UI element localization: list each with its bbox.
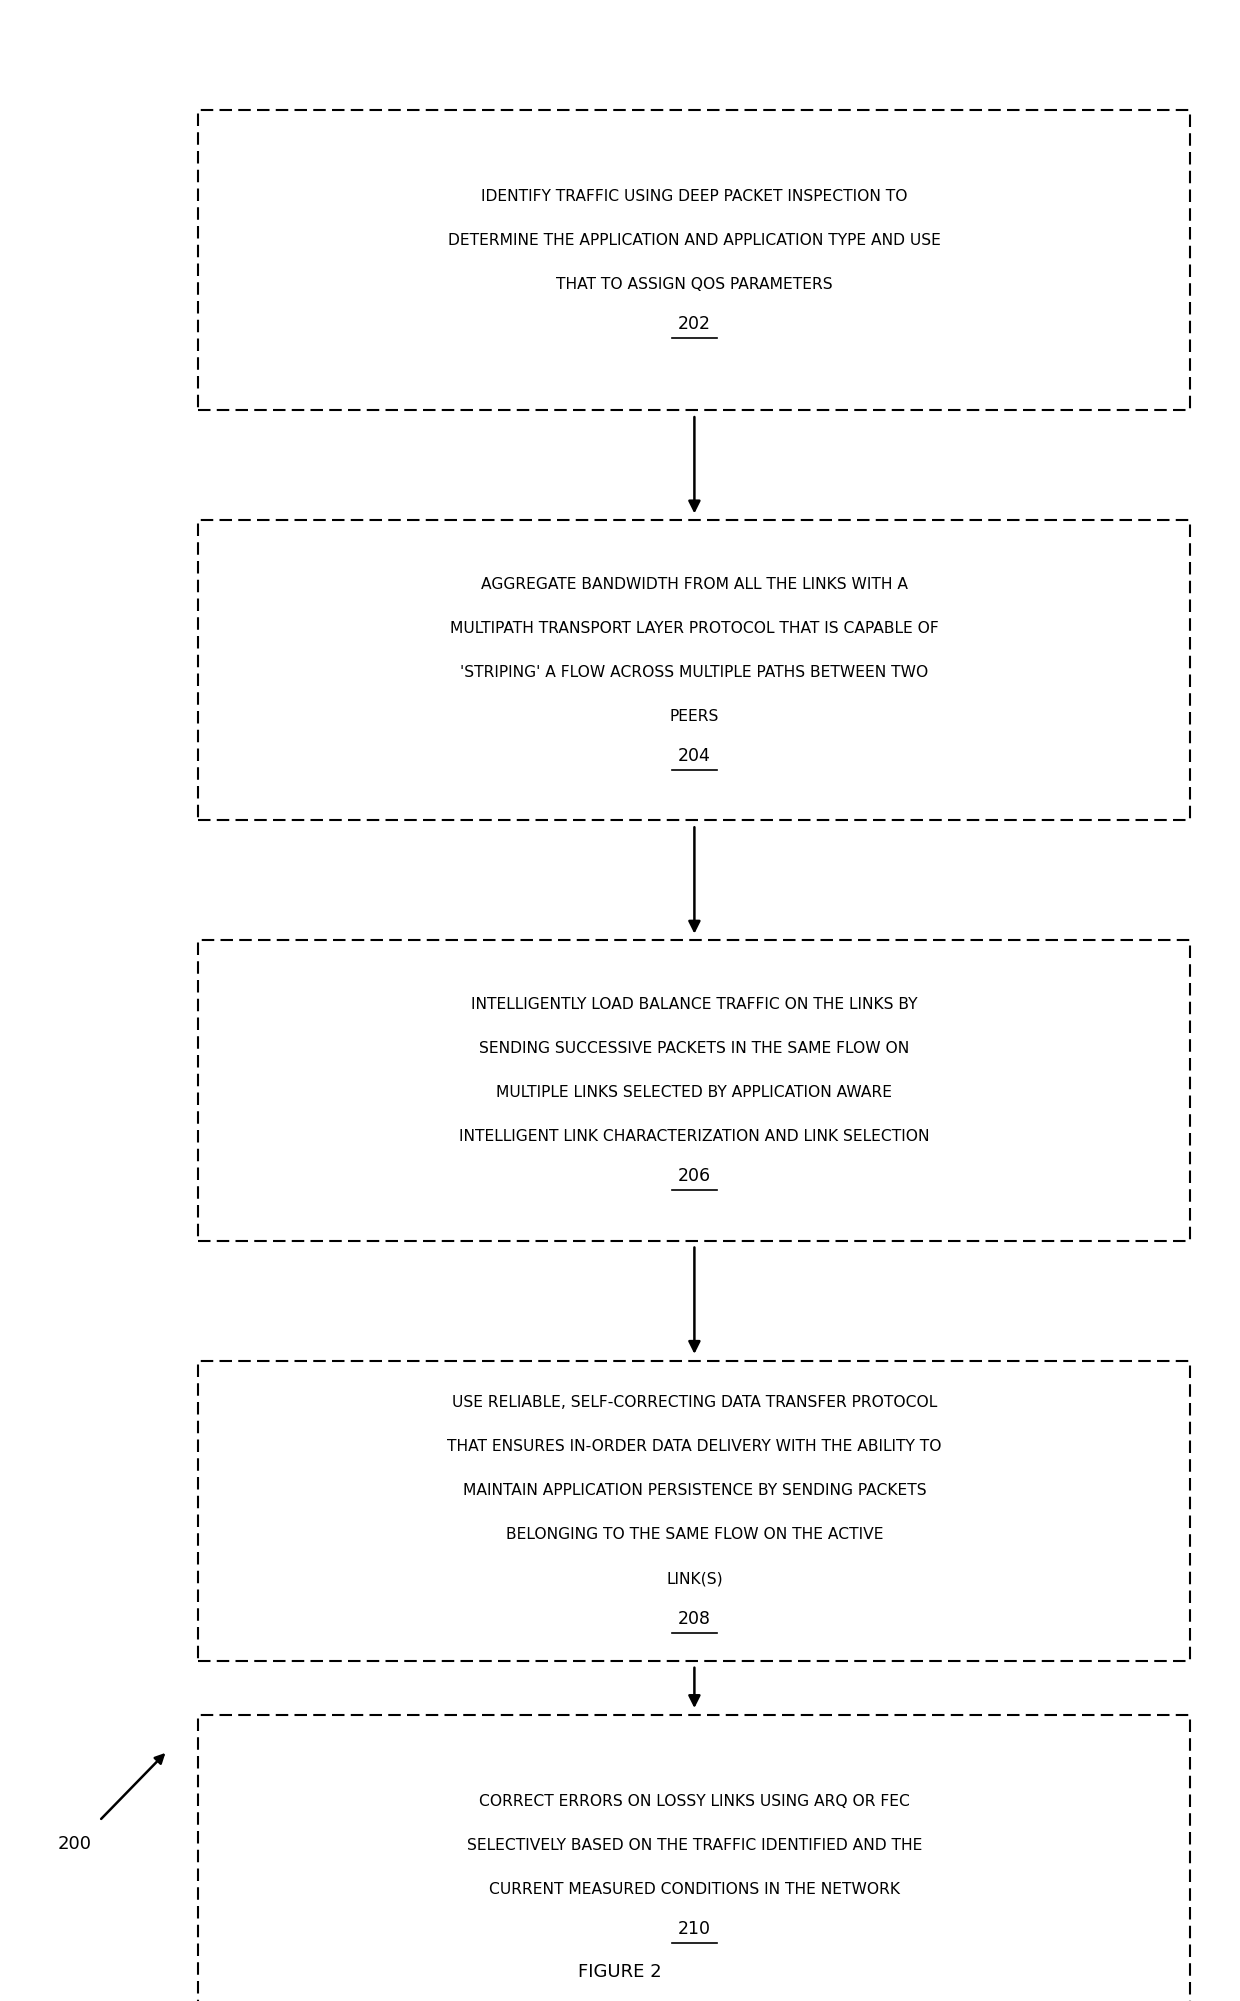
Text: IDENTIFY TRAFFIC USING DEEP PACKET INSPECTION TO: IDENTIFY TRAFFIC USING DEEP PACKET INSPE… <box>481 188 908 204</box>
FancyBboxPatch shape <box>198 520 1190 820</box>
Text: DETERMINE THE APPLICATION AND APPLICATION TYPE AND USE: DETERMINE THE APPLICATION AND APPLICATIO… <box>448 232 941 248</box>
Text: SELECTIVELY BASED ON THE TRAFFIC IDENTIFIED AND THE: SELECTIVELY BASED ON THE TRAFFIC IDENTIF… <box>466 1837 923 1853</box>
Text: SENDING SUCCESSIVE PACKETS IN THE SAME FLOW ON: SENDING SUCCESSIVE PACKETS IN THE SAME F… <box>480 1041 909 1057</box>
Text: 202: 202 <box>678 314 711 332</box>
FancyBboxPatch shape <box>198 1715 1190 2001</box>
Text: MAINTAIN APPLICATION PERSISTENCE BY SENDING PACKETS: MAINTAIN APPLICATION PERSISTENCE BY SEND… <box>463 1483 926 1499</box>
FancyBboxPatch shape <box>198 1361 1190 1661</box>
Text: INTELLIGENT LINK CHARACTERIZATION AND LINK SELECTION: INTELLIGENT LINK CHARACTERIZATION AND LI… <box>459 1129 930 1145</box>
Text: 208: 208 <box>678 1609 711 1627</box>
Text: PEERS: PEERS <box>670 708 719 724</box>
Text: AGGREGATE BANDWIDTH FROM ALL THE LINKS WITH A: AGGREGATE BANDWIDTH FROM ALL THE LINKS W… <box>481 576 908 592</box>
Text: MULTIPLE LINKS SELECTED BY APPLICATION AWARE: MULTIPLE LINKS SELECTED BY APPLICATION A… <box>496 1085 893 1101</box>
Text: 210: 210 <box>678 1919 711 1937</box>
Text: CURRENT MEASURED CONDITIONS IN THE NETWORK: CURRENT MEASURED CONDITIONS IN THE NETWO… <box>489 1881 900 1897</box>
Text: 206: 206 <box>678 1167 711 1185</box>
Text: THAT TO ASSIGN QOS PARAMETERS: THAT TO ASSIGN QOS PARAMETERS <box>556 276 833 292</box>
Text: MULTIPATH TRANSPORT LAYER PROTOCOL THAT IS CAPABLE OF: MULTIPATH TRANSPORT LAYER PROTOCOL THAT … <box>450 620 939 636</box>
Text: 'STRIPING' A FLOW ACROSS MULTIPLE PATHS BETWEEN TWO: 'STRIPING' A FLOW ACROSS MULTIPLE PATHS … <box>460 664 929 680</box>
Text: 204: 204 <box>678 746 711 764</box>
Text: THAT ENSURES IN-ORDER DATA DELIVERY WITH THE ABILITY TO: THAT ENSURES IN-ORDER DATA DELIVERY WITH… <box>448 1439 941 1455</box>
FancyBboxPatch shape <box>198 110 1190 410</box>
Text: USE RELIABLE, SELF-CORRECTING DATA TRANSFER PROTOCOL: USE RELIABLE, SELF-CORRECTING DATA TRANS… <box>451 1395 937 1411</box>
Text: 200: 200 <box>57 1835 92 1853</box>
Text: CORRECT ERRORS ON LOSSY LINKS USING ARQ OR FEC: CORRECT ERRORS ON LOSSY LINKS USING ARQ … <box>479 1793 910 1809</box>
Text: INTELLIGENTLY LOAD BALANCE TRAFFIC ON THE LINKS BY: INTELLIGENTLY LOAD BALANCE TRAFFIC ON TH… <box>471 996 918 1013</box>
Text: FIGURE 2: FIGURE 2 <box>578 1963 662 1981</box>
Text: BELONGING TO THE SAME FLOW ON THE ACTIVE: BELONGING TO THE SAME FLOW ON THE ACTIVE <box>506 1527 883 1543</box>
Text: LINK(S): LINK(S) <box>666 1571 723 1587</box>
FancyBboxPatch shape <box>198 940 1190 1241</box>
